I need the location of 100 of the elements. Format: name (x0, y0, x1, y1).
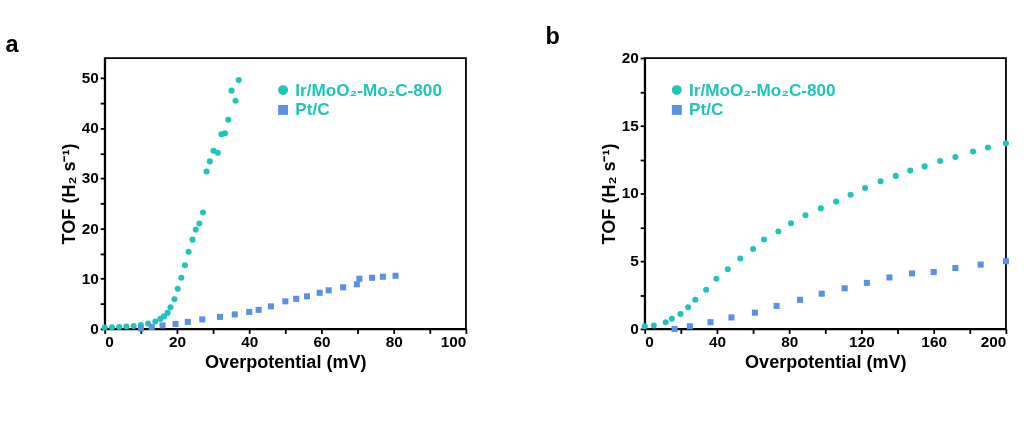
point (232, 97, 239, 104)
point (797, 296, 804, 303)
x-tick-label: 40 (241, 333, 259, 351)
point (775, 228, 782, 235)
y-tick-label: 20 (81, 219, 99, 237)
point (225, 116, 232, 123)
point (222, 130, 229, 137)
point (1002, 140, 1009, 147)
x-tick-label: 80 (385, 333, 403, 351)
y-axis-title: TOF (H₂ s⁻¹) (598, 143, 619, 245)
point (886, 274, 893, 281)
y-tick-label: 20 (621, 49, 639, 66)
point (203, 168, 210, 175)
point (246, 308, 253, 315)
point (863, 279, 870, 286)
point (671, 325, 678, 332)
y-tick-label: 50 (81, 69, 99, 87)
point (199, 316, 206, 323)
point (703, 286, 710, 293)
x-tick-label: 160 (921, 333, 947, 351)
point (152, 318, 159, 325)
point (160, 313, 168, 320)
point (841, 285, 848, 292)
point (817, 205, 824, 212)
legend-label: Ir/MoO₂-Mo₂C-800 (688, 79, 836, 100)
legend-label: Pt/C (295, 99, 330, 120)
point (818, 290, 825, 297)
legend-label: Ir/MoO₂-Mo₂C-800 (295, 79, 442, 100)
point (303, 293, 311, 300)
point (984, 144, 991, 151)
point (214, 149, 221, 156)
point (877, 178, 884, 185)
x-tick-label: 100 (440, 333, 467, 351)
point (267, 303, 274, 310)
x-tick-label: 40 (708, 333, 726, 351)
point (907, 167, 914, 174)
point (108, 324, 115, 331)
point (282, 298, 289, 305)
point (206, 158, 213, 165)
point (369, 274, 376, 281)
point (909, 270, 916, 277)
y-tick-label: 5 (630, 252, 640, 270)
y-axis-title: TOF (H₂ s⁻¹) (58, 143, 79, 245)
point (668, 315, 675, 322)
point (316, 289, 323, 296)
point (833, 198, 840, 205)
legend-label: Pt/C (688, 99, 724, 120)
point (235, 77, 242, 84)
point (199, 209, 207, 216)
point (184, 318, 191, 325)
point (692, 296, 699, 303)
point (724, 266, 731, 273)
x-tick-label: 120 (849, 333, 875, 351)
y-tick-label: 40 (81, 119, 99, 137)
x-tick-label: 0 (645, 333, 654, 351)
point (847, 191, 854, 198)
point (185, 248, 192, 255)
point (952, 153, 959, 160)
point (686, 323, 693, 330)
point (751, 309, 758, 316)
x-axis-title: Overpotential (mV) (745, 352, 907, 373)
point (707, 319, 714, 326)
point (164, 309, 171, 316)
point (116, 323, 123, 330)
chart-title: b (545, 22, 560, 49)
x-tick-label: 60 (313, 333, 331, 351)
point (178, 274, 185, 281)
point (340, 284, 347, 291)
point (325, 287, 332, 294)
point (231, 311, 238, 318)
point (356, 275, 363, 282)
point (172, 320, 179, 327)
point (167, 304, 174, 311)
point (713, 275, 720, 282)
y-tick-label: 30 (81, 169, 99, 187)
x-tick-label: 0 (105, 333, 114, 351)
point (392, 272, 399, 279)
point (952, 264, 959, 272)
point (788, 220, 795, 227)
y-tick-label: 0 (90, 319, 99, 337)
point (802, 212, 809, 219)
x-tick-label: 80 (781, 333, 799, 351)
y-tick-label: 15 (621, 116, 640, 134)
point (773, 302, 780, 309)
y-tick-label: 10 (81, 269, 99, 287)
point (737, 255, 744, 262)
point (255, 306, 262, 313)
point (171, 296, 178, 303)
point (174, 285, 181, 292)
point (228, 87, 235, 94)
point (181, 262, 188, 269)
point (921, 163, 928, 170)
point (379, 273, 386, 280)
chart-title: a (5, 30, 20, 57)
point (123, 323, 130, 330)
point (862, 185, 869, 192)
y-tick-label: 10 (621, 184, 639, 202)
point (930, 269, 937, 276)
point (750, 246, 757, 253)
point (159, 322, 166, 329)
